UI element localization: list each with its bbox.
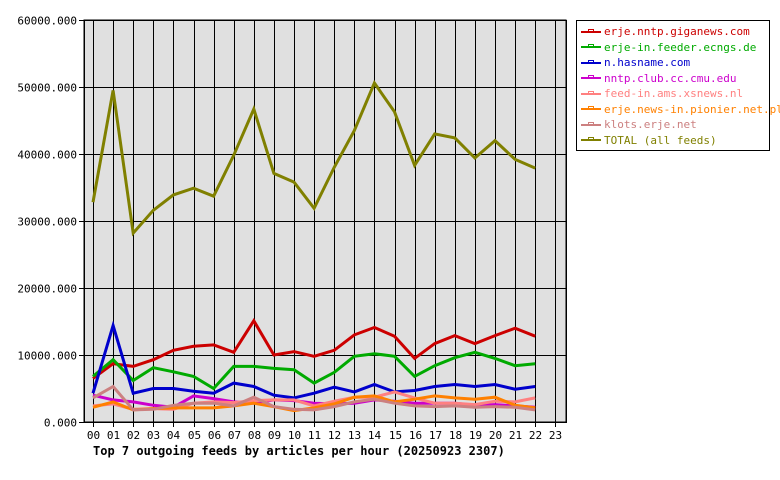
svg-text:22: 22 [529, 429, 542, 442]
svg-text:23: 23 [549, 429, 562, 442]
svg-text:10000.000: 10000.000 [17, 350, 77, 363]
svg-text:17: 17 [429, 429, 442, 442]
svg-text:21: 21 [509, 429, 522, 442]
svg-text:10: 10 [288, 429, 301, 442]
legend-line-icon [581, 105, 601, 113]
svg-text:11: 11 [308, 429, 321, 442]
svg-text:40000.000: 40000.000 [17, 149, 77, 162]
svg-text:01: 01 [107, 429, 120, 442]
svg-text:08: 08 [248, 429, 261, 442]
legend-line-icon [581, 43, 601, 51]
svg-text:12: 12 [328, 429, 341, 442]
svg-text:09: 09 [268, 429, 281, 442]
legend-item: klots.erje.net [581, 117, 769, 133]
series-line [92, 317, 536, 380]
legend-item: nntp.club.cc.cmu.edu [581, 71, 769, 87]
legend-label: n.hasname.com [604, 56, 691, 70]
legend-item: erje-in.feeder.ecngs.de [581, 40, 769, 56]
legend-item: erje.news-in.pionier.net.pl [581, 102, 780, 118]
svg-text:05: 05 [188, 429, 201, 442]
legend-line-icon [581, 59, 601, 67]
svg-text:16: 16 [409, 429, 422, 442]
svg-text:06: 06 [208, 429, 221, 442]
series-line [92, 350, 536, 391]
legend-line-icon [581, 28, 601, 36]
legend-label: feed-in.ams.xsnews.nl [604, 87, 744, 101]
series-line [91, 79, 536, 237]
legend-label: nntp.club.cc.cmu.edu [604, 71, 737, 85]
legend-label: erje.news-in.pionier.net.pl [604, 102, 780, 116]
legend-label: erje-in.feeder.ecngs.de [604, 40, 757, 54]
svg-text:03: 03 [147, 429, 160, 442]
legend-item: TOTAL (all feeds) [581, 133, 769, 149]
x-axis: 00 01 02 03 04 05 06 07 08 09 10 11 12 13 14 15 16 17 18 19… [87, 422, 562, 442]
svg-text:13: 13 [348, 429, 361, 442]
chart-title: Top 7 outgoing feeds by articles per hou… [93, 444, 505, 458]
legend-item: erje.nntp.giganews.com [581, 24, 769, 40]
legend-label: klots.erje.net [604, 118, 697, 132]
svg-text:60000.000: 60000.000 [17, 15, 77, 28]
svg-text:18: 18 [449, 429, 462, 442]
svg-text:0.000: 0.000 [44, 417, 77, 430]
legend: erje.nntp.giganews.com erje-in.feeder.ec… [576, 20, 780, 151]
legend-line-icon [581, 74, 601, 82]
svg-text:20000.000: 20000.000 [17, 283, 77, 296]
svg-text:07: 07 [228, 429, 241, 442]
data-series [84, 20, 567, 423]
legend-line-icon [581, 136, 601, 144]
svg-text:50000.000: 50000.000 [17, 82, 77, 95]
series-line [91, 320, 536, 400]
series-line [92, 384, 536, 412]
y-axis: 0.000 10000.000 20000.000 30000.000 40000.00… [17, 15, 84, 430]
svg-text:30000.000: 30000.000 [17, 216, 77, 229]
svg-text:04: 04 [167, 429, 181, 442]
svg-text:02: 02 [127, 429, 140, 442]
svg-text:15: 15 [389, 429, 402, 442]
svg-text:00: 00 [87, 429, 100, 442]
svg-text:20: 20 [489, 429, 502, 442]
legend-label: erje.nntp.giganews.com [604, 25, 750, 39]
legend-item: n.hasname.com [581, 55, 769, 71]
legend-line-icon [581, 90, 601, 98]
legend-item: feed-in.ams.xsnews.nl [581, 86, 769, 102]
legend-label: TOTAL (all feeds) [604, 133, 717, 147]
legend-line-icon [581, 121, 601, 129]
svg-text:19: 19 [469, 429, 482, 442]
svg-text:14: 14 [368, 429, 382, 442]
